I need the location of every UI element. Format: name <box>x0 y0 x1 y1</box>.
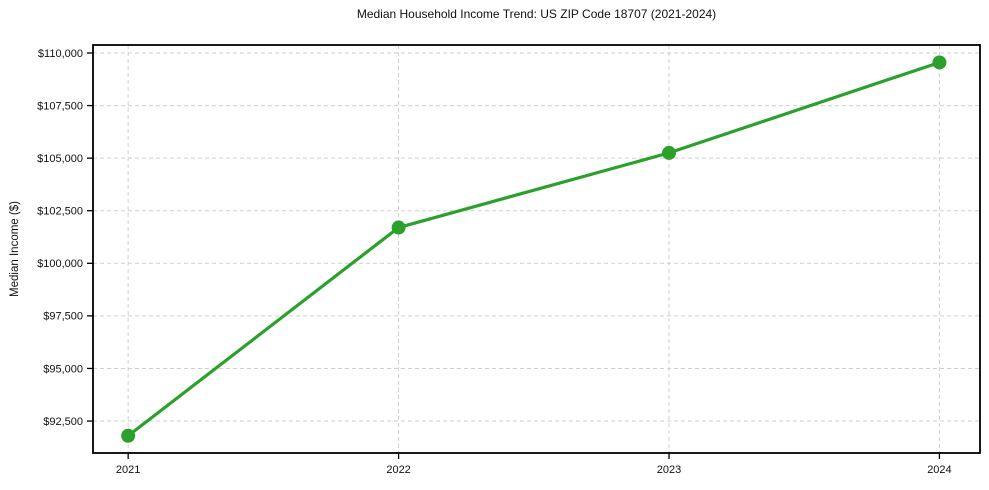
y-tick-label: $110,000 <box>38 48 83 60</box>
y-tick-label: $92,500 <box>43 416 83 428</box>
x-tick-label: 2023 <box>657 464 681 476</box>
data-point-2021 <box>121 428 136 443</box>
y-tick-label: $105,000 <box>37 153 83 165</box>
chart-title: Median Household Income Trend: US ZIP Co… <box>356 7 717 21</box>
plot-border <box>92 44 981 454</box>
trend-line <box>126 60 942 438</box>
y-tick-label: $107,500 <box>37 100 83 112</box>
data-point-2022 <box>391 220 406 235</box>
y-tick-label: $100,000 <box>37 258 83 270</box>
data-point-2023 <box>662 145 677 160</box>
y-tick-label: $95,000 <box>43 363 83 375</box>
y-tick-label: $102,500 <box>37 206 83 218</box>
x-tick-label: 2022 <box>386 464 410 476</box>
x-tick-label: 2024 <box>927 464 951 476</box>
x-tick-label: 2021 <box>116 464 140 476</box>
y-tick-label: $97,500 <box>43 311 83 323</box>
data-point-2024 <box>932 55 947 70</box>
